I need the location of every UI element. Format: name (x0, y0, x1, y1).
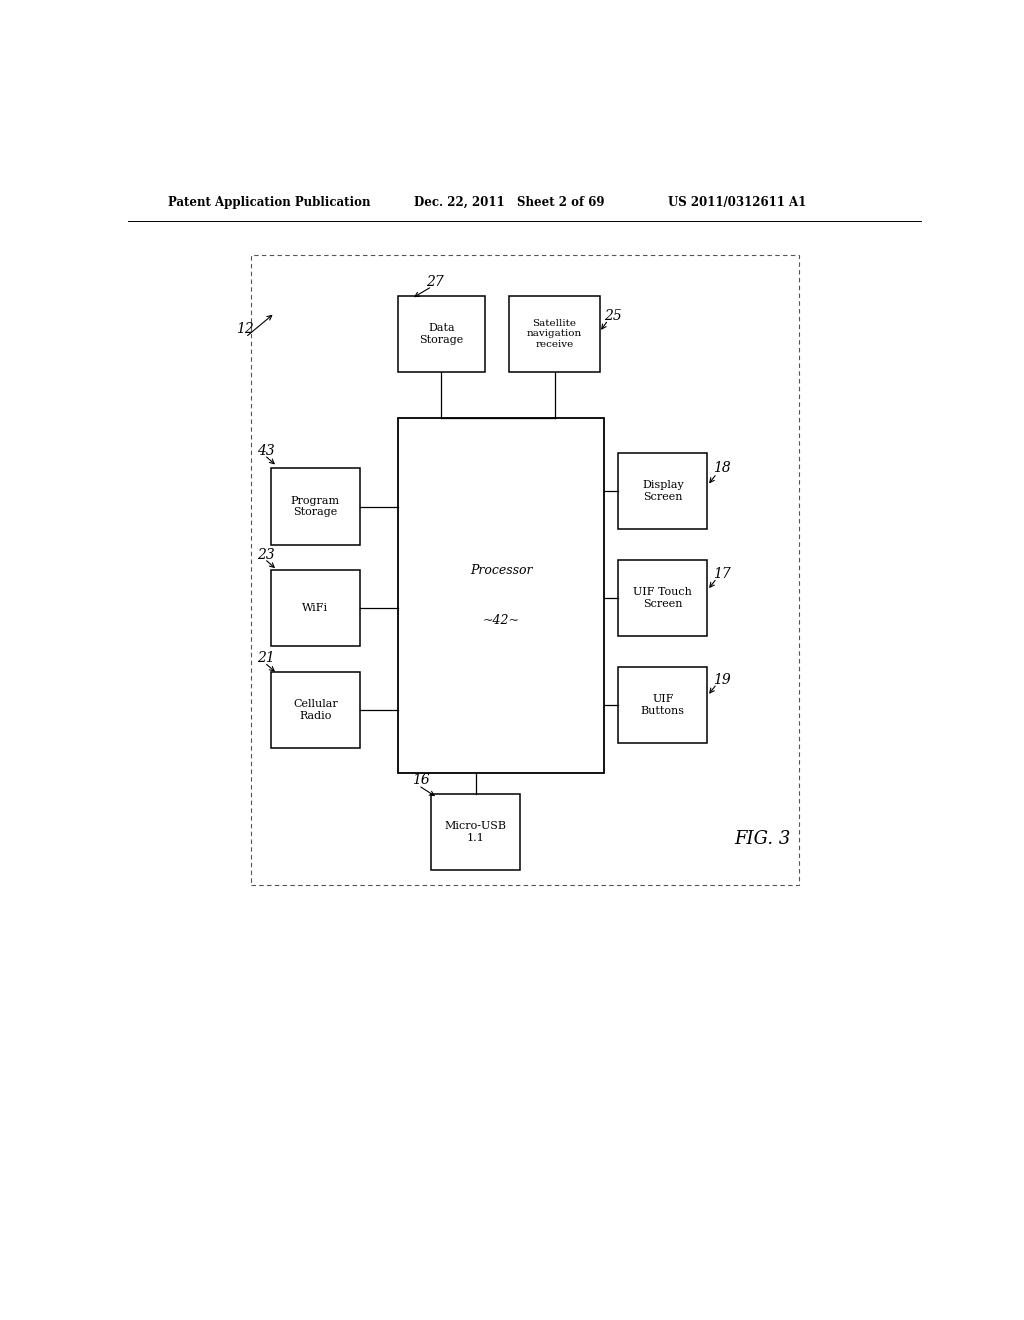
Text: 16: 16 (412, 774, 430, 788)
Text: Display
Screen: Display Screen (642, 480, 684, 502)
Bar (397, 296, 485, 372)
Text: Processor: Processor (470, 564, 532, 577)
Bar (397, 417, 604, 774)
Text: Data
Storage: Data Storage (420, 323, 464, 345)
Text: UIF Touch
Screen: UIF Touch Screen (634, 587, 692, 609)
Text: 12: 12 (236, 322, 254, 337)
Text: ~42~: ~42~ (482, 614, 519, 627)
Bar (618, 560, 708, 636)
Text: Program
Storage: Program Storage (291, 496, 340, 517)
Bar (270, 672, 359, 748)
Bar (270, 469, 359, 545)
Bar (509, 296, 600, 372)
Text: 18: 18 (713, 462, 731, 475)
Text: Micro-USB
1.1: Micro-USB 1.1 (444, 821, 507, 842)
Bar (618, 453, 708, 529)
Text: Dec. 22, 2011   Sheet 2 of 69: Dec. 22, 2011 Sheet 2 of 69 (414, 195, 604, 209)
Text: 19: 19 (713, 673, 731, 686)
Text: 25: 25 (604, 309, 622, 323)
Text: Satellite
navigation
receive: Satellite navigation receive (527, 319, 583, 348)
Text: FIG. 3: FIG. 3 (734, 830, 792, 849)
Text: UIF
Buttons: UIF Buttons (641, 694, 685, 715)
Bar (618, 667, 708, 743)
Bar (251, 255, 799, 886)
Text: 23: 23 (257, 548, 275, 562)
Text: 43: 43 (257, 444, 275, 458)
Bar (270, 570, 359, 647)
Text: 27: 27 (426, 276, 443, 289)
Text: US 2011/0312611 A1: US 2011/0312611 A1 (668, 195, 806, 209)
Text: 21: 21 (257, 652, 275, 665)
Text: WiFi: WiFi (302, 603, 329, 614)
Text: Cellular
Radio: Cellular Radio (293, 700, 338, 721)
Bar (431, 793, 520, 870)
Text: Patent Application Publication: Patent Application Publication (168, 195, 371, 209)
Text: 17: 17 (713, 568, 731, 581)
